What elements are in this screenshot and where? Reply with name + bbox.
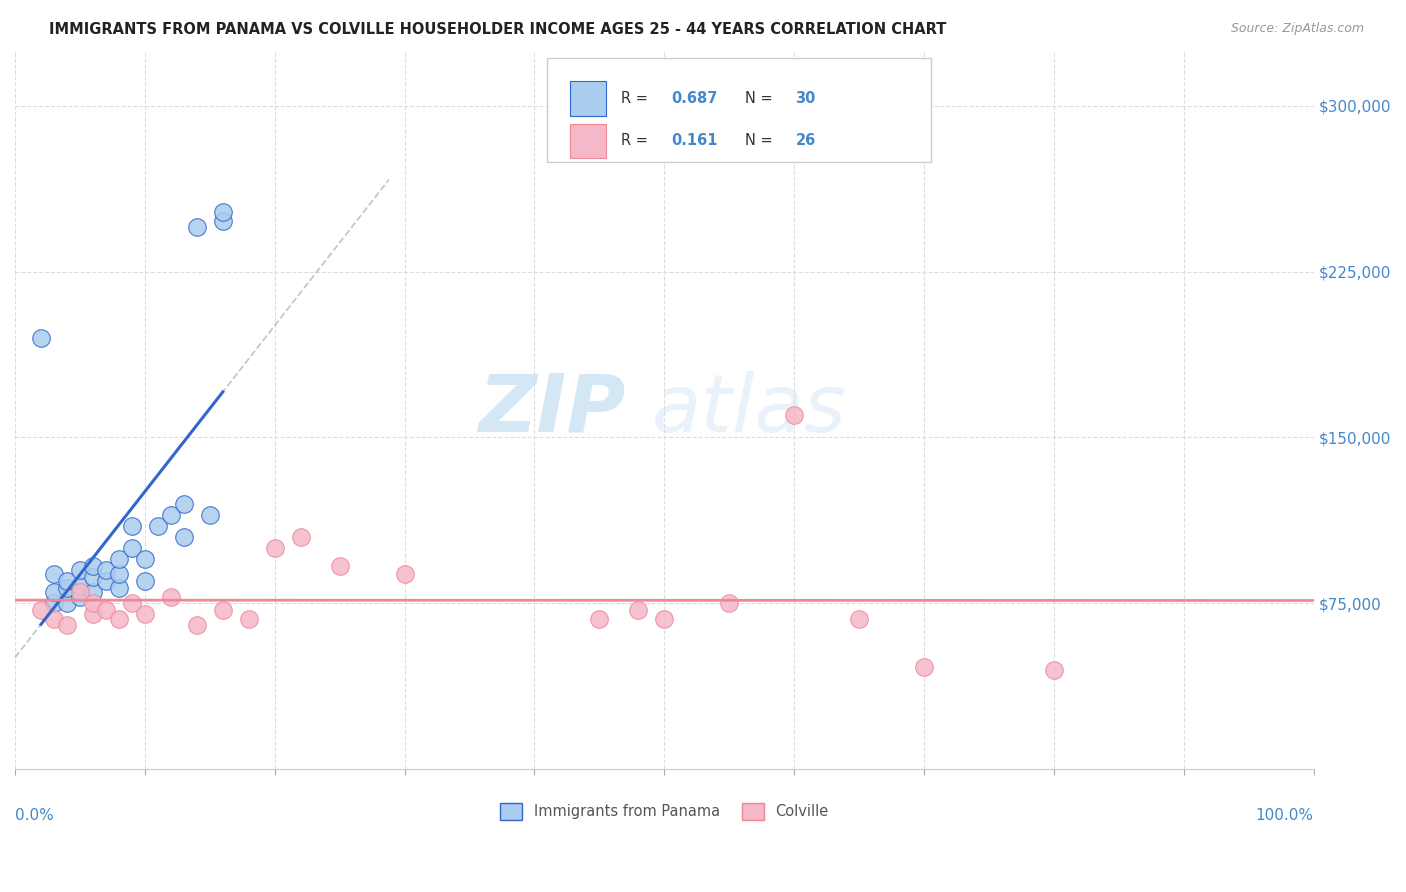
FancyBboxPatch shape [547,58,931,162]
Point [69,578,91,592]
Point [56,574,79,588]
Point [82,596,104,610]
Text: 0.687: 0.687 [671,91,717,106]
Point [121,596,143,610]
Text: 26: 26 [796,134,815,148]
Text: N =: N = [745,134,778,148]
FancyBboxPatch shape [569,124,606,158]
Point [186,618,208,632]
Point [173,530,195,544]
Point [82,607,104,622]
Point [238,612,260,626]
FancyBboxPatch shape [569,81,606,116]
Point [718,596,741,610]
Point [30,331,52,345]
Point [69,563,91,577]
Point [588,612,610,626]
Point [30,603,52,617]
Point [211,603,233,617]
Point [108,581,131,595]
Point [42,567,65,582]
Point [211,214,233,228]
Text: Source: ZipAtlas.com: Source: ZipAtlas.com [1230,22,1364,36]
Point [912,660,935,674]
Point [290,530,312,544]
Text: 100.0%: 100.0% [1256,808,1313,823]
Point [42,585,65,599]
Point [94,574,117,588]
Point [94,603,117,617]
Point [82,585,104,599]
Point [82,570,104,584]
Point [121,519,143,533]
Point [198,508,221,522]
Point [121,541,143,555]
Point [160,590,183,604]
Point [134,574,156,588]
Point [263,541,285,555]
Text: IMMIGRANTS FROM PANAMA VS COLVILLE HOUSEHOLDER INCOME AGES 25 - 44 YEARS CORRELA: IMMIGRANTS FROM PANAMA VS COLVILLE HOUSE… [49,22,946,37]
Text: 0.0%: 0.0% [15,808,53,823]
Point [42,596,65,610]
Point [42,612,65,626]
Text: R =: R = [621,134,658,148]
Point [108,552,131,566]
Legend: Immigrants from Panama, Colville: Immigrants from Panama, Colville [495,797,834,826]
Text: N =: N = [745,91,778,106]
Point [69,585,91,599]
Point [186,220,208,235]
Point [329,558,352,573]
Point [160,508,183,522]
Text: R =: R = [621,91,652,106]
Text: atlas: atlas [651,371,846,449]
Point [146,519,169,533]
Point [652,612,675,626]
Text: 0.161: 0.161 [671,134,717,148]
Point [848,612,870,626]
Point [783,409,806,423]
Point [394,567,416,582]
Text: ZIP: ZIP [478,371,626,449]
Point [82,558,104,573]
Point [108,567,131,582]
Point [56,618,79,632]
Point [56,596,79,610]
Point [134,607,156,622]
Point [94,563,117,577]
Point [108,612,131,626]
Point [173,497,195,511]
Text: 30: 30 [796,91,815,106]
Point [134,552,156,566]
Point [1043,663,1066,677]
Point [627,603,650,617]
Point [211,205,233,219]
Point [69,590,91,604]
Point [56,581,79,595]
